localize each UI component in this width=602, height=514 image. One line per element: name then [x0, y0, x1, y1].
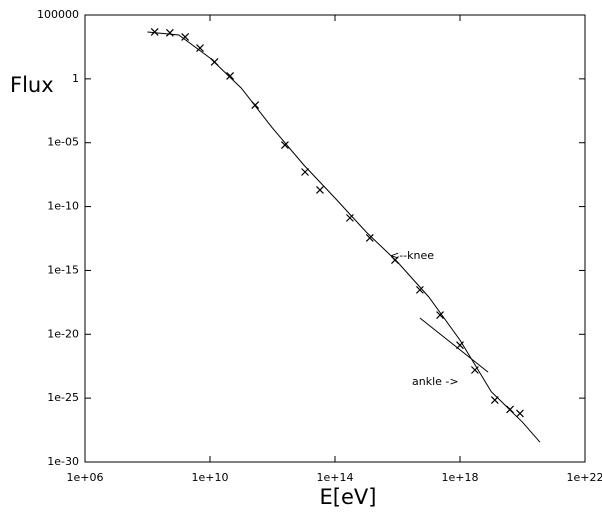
y-tick-label: 1e-05 [47, 136, 79, 149]
data-point [436, 311, 444, 319]
x-tick-label: 1e+06 [67, 471, 104, 484]
data-line [419, 317, 489, 373]
y-tick-label: 1 [72, 72, 79, 85]
y-tick-label: 1e-30 [47, 455, 79, 468]
x-axis-label: E[eV] [320, 485, 377, 509]
y-tick-label: 1e-20 [47, 327, 79, 340]
x-tick-label: 1e+18 [442, 471, 479, 484]
y-tick-label: 1e-15 [47, 263, 79, 276]
data-point [316, 186, 324, 194]
data-point [281, 141, 289, 149]
x-tick-label: 1e+14 [317, 471, 354, 484]
plot-frame [84, 14, 586, 463]
data-point [301, 168, 309, 176]
data-line [147, 31, 541, 443]
y-tick-label: 100000 [37, 8, 79, 21]
y-axis-label: Flux [10, 73, 54, 97]
data-point [165, 28, 174, 37]
y-tick-label: 1e-10 [47, 200, 79, 213]
y-tick-label: 1e-25 [47, 391, 79, 404]
data-point [196, 44, 204, 52]
x-tick-label: 1e+22 [567, 471, 602, 484]
annotation: ankle -> [412, 375, 459, 388]
x-tick-label: 1e+10 [192, 471, 229, 484]
data-point [415, 285, 424, 294]
annotation: <--knee [390, 249, 434, 262]
data-point [181, 33, 190, 41]
data-point [226, 71, 235, 80]
data-point [345, 213, 354, 222]
data-point [516, 409, 524, 418]
data-point [150, 28, 159, 36]
data-point [365, 234, 374, 242]
data-point [470, 366, 479, 374]
